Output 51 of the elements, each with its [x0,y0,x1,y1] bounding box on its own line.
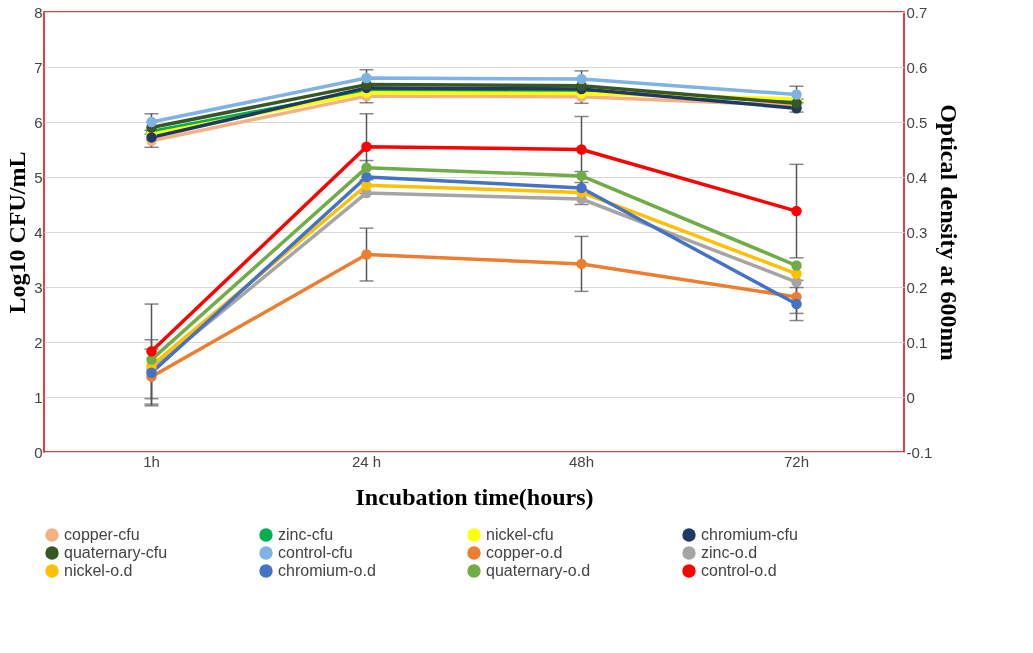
y-tick-label: 8 [34,3,43,21]
legend-label: zinc-cfu [278,526,334,543]
legend-label: chromium-o.d [278,562,376,579]
point [576,170,587,182]
y-tick-label: 7 [34,58,43,76]
legend-label: nickel-cfu [486,526,554,543]
x-tick-label: 24 h [351,452,382,470]
y2-tick-label: 0.2 [906,278,928,296]
y-tick-label: 4 [34,223,43,241]
y2-tick-label: 0.1 [906,333,928,351]
y2-tick-label: 0.6 [906,58,928,76]
y2-tick-label: 0 [906,388,915,406]
legend-label: copper-o.d [486,544,563,561]
y2-tick-label: -0.1 [906,443,933,461]
x-tick-label: 1h [143,452,160,470]
y-tick-label: 3 [34,278,43,296]
y-axis-title: Log10 CFU/mL [4,151,31,314]
y-tick-label: 1 [34,388,43,406]
point [576,144,587,155]
x-tick-label: 48h [568,452,595,470]
y-tick-label: 6 [34,113,43,131]
legend-label: chromium-cfu [701,526,798,543]
point [791,260,802,271]
legend-label: copper-cfu [64,526,140,543]
point [146,346,157,357]
legend-label: control-cfu [278,544,353,561]
legend-label: quaternary-cfu [64,544,168,561]
legend-label: control-o.d [701,562,777,579]
point [791,298,802,310]
y-tick-label: 5 [34,168,43,186]
y2-axis-title: Optical density at 600nm [936,104,963,361]
point [576,258,587,270]
y2-tick-label: 0.7 [906,3,928,21]
legend-label: nickel-o.d [64,562,133,579]
y2-tick-label: 0.5 [906,113,928,131]
legend-label: zinc-o.d [701,544,758,561]
point [576,73,587,85]
point [361,249,372,260]
point [361,141,372,152]
point [361,171,372,183]
point [791,89,802,100]
y-tick-label: 2 [34,333,43,351]
y2-tick-label: 0.3 [906,223,928,241]
x-axis-title: Incubation time(hours) [355,483,594,510]
point [576,182,587,194]
y2-tick-label: 0.4 [906,168,928,186]
point [791,205,802,217]
legend-label: quaternary-o.d [486,562,591,579]
point [361,162,372,173]
x-tick-label: 72h [783,452,810,470]
y-tick-label: 0 [34,443,43,461]
